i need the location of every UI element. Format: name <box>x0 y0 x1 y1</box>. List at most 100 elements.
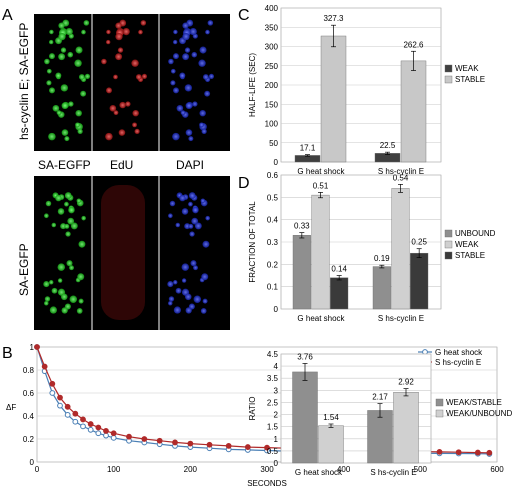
nucleus <box>168 58 174 65</box>
nucleus <box>179 194 186 202</box>
chart-c-half-life: 0 50 100 150 200 250 300 350 400 HALF-LIFE (SEC) 1… <box>248 4 485 176</box>
data-label: 0.33 <box>294 222 310 231</box>
legend-label: G heat shock <box>435 348 483 357</box>
y-tick-label: 0 <box>274 459 279 468</box>
nucleus <box>205 29 210 35</box>
data-label: 327.3 <box>323 14 344 23</box>
panel-a-micrographs: SA-EGFP EdU DAPI hs-cyclin E; SA-EGFP SA… <box>17 14 230 330</box>
y-tick-label: 0.5 <box>267 193 279 202</box>
nucleus <box>173 87 179 94</box>
bar <box>311 194 330 310</box>
nucleus <box>64 136 70 142</box>
legend-label: WEAK/STABLE <box>446 398 502 407</box>
data-label: 0.14 <box>331 265 347 274</box>
nucleus <box>132 109 139 117</box>
data-point <box>64 411 71 418</box>
channel-label-dapi: DAPI <box>176 158 204 172</box>
data-point <box>474 449 481 456</box>
data-point <box>72 418 79 425</box>
nucleus <box>105 132 113 141</box>
legend-label: WEAK <box>455 64 479 73</box>
nucleus <box>45 200 52 207</box>
channel-label-edu: EdU <box>110 158 133 172</box>
nucleus <box>192 206 199 214</box>
data-point <box>57 394 63 401</box>
row-label-1: hs-cyclin E; SA-EGFP <box>17 23 31 140</box>
category-label: G heat shock <box>297 167 345 176</box>
data-label: 0.54 <box>393 173 409 182</box>
legend-label: STABLE <box>455 75 485 84</box>
nucleus <box>181 263 190 271</box>
faint-red-signal <box>101 185 145 320</box>
data-point <box>87 421 94 427</box>
y-tick-label: 200 <box>265 81 279 90</box>
nucleus <box>208 73 215 79</box>
data-point <box>72 410 79 417</box>
nucleus <box>207 20 214 26</box>
panel-label-d: D <box>238 175 250 192</box>
nucleus <box>168 296 175 302</box>
nucleus <box>169 200 176 207</box>
y-tick-label: 1 <box>274 435 279 444</box>
nucleus <box>60 47 67 53</box>
data-point <box>206 441 213 448</box>
y-tick-label: 300 <box>265 43 279 52</box>
nucleus <box>67 51 74 58</box>
nucleus <box>184 293 192 301</box>
nucleus <box>202 240 210 248</box>
nucleus <box>184 84 192 92</box>
data-point <box>156 437 163 444</box>
y-tick-label: 0.3 <box>267 238 279 247</box>
nucleus <box>105 39 111 45</box>
bar <box>292 371 318 464</box>
nucleus <box>205 215 210 221</box>
x-tick-label: 300 <box>260 465 274 474</box>
data-point <box>110 434 117 441</box>
nucleus <box>69 265 74 271</box>
nucleus <box>48 132 56 141</box>
nucleus <box>188 136 194 142</box>
data-point <box>95 430 102 437</box>
data-point <box>225 443 232 449</box>
y-tick-label: 1.5 <box>267 423 279 432</box>
nucleus <box>84 73 91 79</box>
panel-label-c: C <box>238 7 250 24</box>
nucleus <box>199 122 205 128</box>
nucleus <box>64 201 69 207</box>
nucleus <box>172 39 178 45</box>
nucleus <box>117 47 124 53</box>
nucleus <box>113 110 119 116</box>
nucleus <box>202 74 209 80</box>
x-tick-label: 600 <box>490 465 504 474</box>
nucleus <box>57 208 65 215</box>
nucleus <box>48 39 54 45</box>
nucleus <box>179 72 186 79</box>
nucleus <box>78 74 85 80</box>
nucleus <box>118 129 126 136</box>
legend-swatch <box>444 251 453 260</box>
nucleus <box>58 22 65 29</box>
nucleus <box>134 128 140 134</box>
nucleus <box>170 80 176 86</box>
nucleus <box>66 260 73 267</box>
bar <box>330 277 349 310</box>
nucleus <box>64 223 70 229</box>
x-tick-label: 0 <box>35 465 40 474</box>
legend-label: WEAK/UNBOUND <box>446 409 512 418</box>
nucleus <box>201 273 209 281</box>
data-point <box>436 448 443 455</box>
y-tick-label: 2 <box>274 411 279 420</box>
nucleus <box>51 287 58 294</box>
nucleus <box>172 132 180 141</box>
x-tick-label: 100 <box>107 465 121 474</box>
nucleus <box>194 222 202 230</box>
nucleus <box>173 29 178 35</box>
nucleus <box>69 295 78 303</box>
y-tick-label: 0.2 <box>23 435 35 444</box>
legend-marker <box>422 349 428 355</box>
nucleus <box>52 104 60 112</box>
y-tick-label: 350 <box>265 23 279 32</box>
bar <box>320 35 347 163</box>
bar <box>318 425 344 464</box>
